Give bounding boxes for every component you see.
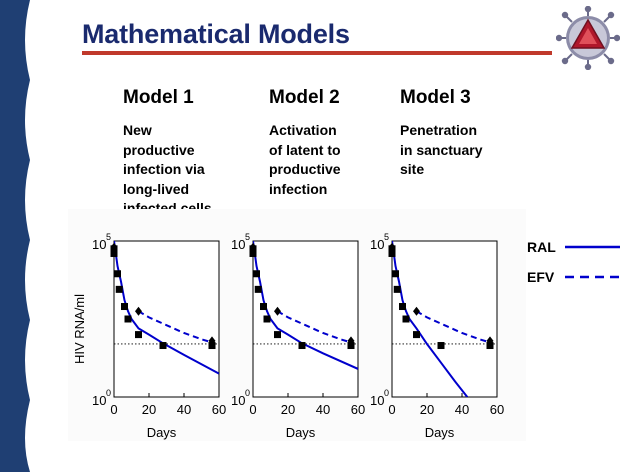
model-3-heading: Model 3	[400, 87, 471, 108]
model-2-description-line: infection	[269, 180, 328, 197]
y-tick-exponent: 0	[384, 388, 389, 398]
diamond-data-point	[347, 336, 355, 346]
square-data-point	[249, 249, 257, 257]
x-axis-label: Days	[425, 425, 455, 440]
series-line-efv	[415, 310, 491, 344]
square-data-point	[208, 342, 216, 350]
model-1-description-line: infection via	[123, 161, 205, 177]
y-tick-exponent: 0	[245, 388, 250, 398]
square-data-point	[399, 303, 406, 311]
square-data-point	[114, 270, 121, 278]
diamond-data-point	[110, 242, 118, 252]
y-tick-exponent: 5	[245, 232, 250, 242]
square-data-point	[393, 285, 401, 293]
diamond-data-point	[486, 336, 494, 346]
square-data-point	[486, 342, 494, 350]
x-tick-label: 40	[316, 402, 330, 417]
model-2-heading: Model 2	[269, 87, 340, 108]
model-1-description-line: long-lived	[123, 180, 190, 197]
diamond-data-point	[135, 306, 142, 316]
x-tick-label: 60	[490, 402, 504, 417]
model-1-description-line: productive	[123, 141, 195, 158]
diamond-data-point	[274, 306, 281, 316]
y-tick-label: 10	[92, 393, 106, 408]
slide-title: Mathematical Models	[82, 19, 350, 49]
model-3-description-line: in sanctuary	[400, 141, 483, 158]
square-data-point	[159, 342, 167, 350]
model-2-description-line: Activation	[269, 122, 337, 138]
x-tick-label: 20	[142, 402, 156, 417]
square-data-point	[263, 315, 271, 323]
legend-label-efv: EFV	[527, 269, 555, 285]
x-tick-label: 40	[455, 402, 469, 417]
x-tick-label: 40	[177, 402, 191, 417]
x-tick-label: 0	[110, 402, 117, 417]
x-axis-label: Days	[147, 425, 177, 440]
model-1-description-line: New	[123, 122, 152, 138]
model-2-description-line: of latent to	[269, 141, 341, 158]
x-axis-label: Days	[286, 425, 316, 440]
legend-label-ral: RAL	[527, 239, 556, 255]
series-line-efv	[137, 310, 213, 344]
x-tick-label: 20	[420, 402, 434, 417]
square-data-point	[402, 315, 410, 323]
square-data-point	[347, 342, 355, 350]
square-data-point	[388, 249, 396, 257]
square-data-point	[115, 285, 123, 293]
model-3-description: Penetration in sanctuary site	[400, 121, 520, 180]
square-data-point	[253, 270, 260, 278]
square-data-point	[260, 303, 267, 311]
virus-logo-icon	[556, 6, 620, 70]
square-data-point	[392, 270, 399, 278]
square-data-point	[124, 315, 132, 323]
plot-area	[392, 241, 491, 397]
x-tick-label: 60	[351, 402, 365, 417]
square-data-point	[135, 331, 142, 339]
diamond-data-point	[413, 306, 420, 316]
model-2-description-line: productive	[269, 161, 341, 177]
y-tick-exponent: 5	[384, 232, 389, 242]
square-data-point	[121, 303, 128, 311]
y-tick-label: 10	[231, 237, 245, 252]
square-data-point	[274, 331, 281, 339]
square-data-point	[437, 342, 445, 350]
y-tick-label: 10	[370, 237, 384, 252]
y-tick-label: 10	[231, 393, 245, 408]
model-1-heading: Model 1	[123, 87, 194, 108]
legend: RAL EFV	[527, 239, 620, 285]
y-tick-exponent: 5	[106, 232, 111, 242]
x-tick-label: 0	[249, 402, 256, 417]
title-underline	[82, 51, 552, 55]
model-3-description-line: Penetration	[400, 122, 478, 138]
model-3-description-line: site	[400, 161, 425, 177]
diamond-data-point	[388, 242, 396, 252]
left-sidebar-decoration	[0, 0, 30, 472]
x-tick-label: 20	[281, 402, 295, 417]
square-data-point	[254, 285, 262, 293]
model-2-description: Activation of latent to productive infec…	[269, 121, 389, 199]
y-tick-label: 10	[370, 393, 384, 408]
series-line-ral	[392, 241, 469, 397]
y-tick-exponent: 0	[106, 388, 111, 398]
diamond-data-point	[208, 336, 216, 346]
square-data-point	[298, 342, 306, 350]
square-data-point	[110, 249, 118, 257]
diamond-data-point	[249, 242, 257, 252]
square-data-point	[413, 331, 420, 339]
x-tick-label: 60	[212, 402, 226, 417]
x-tick-label: 0	[388, 402, 395, 417]
y-tick-label: 10	[92, 237, 106, 252]
y-axis-label: HIV RNA/ml	[72, 294, 87, 364]
series-line-efv	[276, 310, 352, 344]
